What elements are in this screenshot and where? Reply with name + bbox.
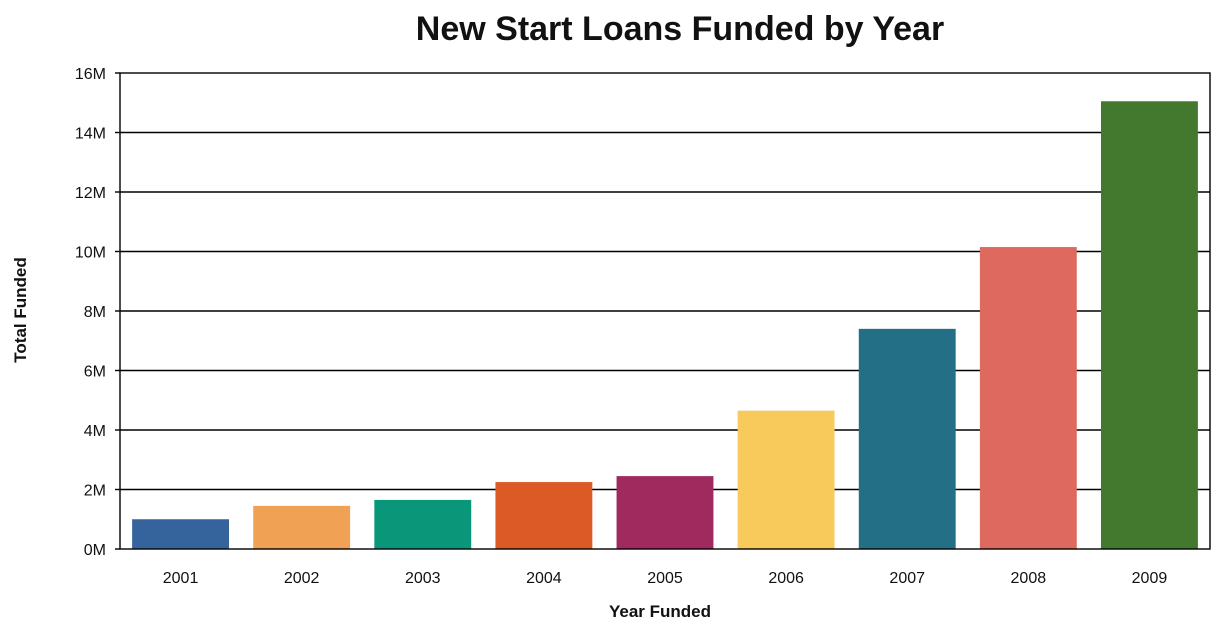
x-tick-label: 2009	[1132, 570, 1168, 587]
x-tick-label: 2001	[163, 570, 199, 587]
bar-2004	[495, 482, 593, 549]
y-tick-label: 0M	[84, 542, 106, 559]
y-axis-ticks: 0M 2M 4M 6M 8M 10M 12M 14M 16M	[75, 66, 120, 559]
x-tick-label: 2006	[768, 570, 804, 587]
y-tick-label: 12M	[75, 185, 106, 202]
y-tick-label: 8M	[84, 304, 106, 321]
bar-2001	[132, 519, 229, 549]
x-tick-label: 2003	[405, 570, 441, 587]
y-tick-label: 14M	[75, 126, 106, 143]
x-tick-label: 2004	[526, 570, 562, 587]
bar-2007	[858, 328, 956, 549]
bars	[132, 101, 1198, 549]
y-tick-label: 4M	[84, 423, 106, 440]
bar-2005	[616, 476, 714, 549]
y-tick-label: 16M	[75, 66, 106, 83]
bar-2009	[1101, 101, 1198, 549]
x-axis-title: Year Funded	[609, 602, 711, 621]
y-axis-title: Total Funded	[11, 257, 30, 362]
x-tick-label: 2008	[1011, 570, 1047, 587]
y-tick-label: 6M	[84, 364, 106, 381]
y-tick-label: 2M	[84, 483, 106, 500]
y-tick-label: 10M	[75, 245, 106, 262]
x-tick-label: 2002	[284, 570, 320, 587]
x-tick-label: 2005	[647, 570, 683, 587]
bar-2003	[374, 499, 472, 549]
bar-2008	[979, 247, 1077, 549]
bar-2002	[253, 505, 351, 549]
x-tick-label: 2007	[889, 570, 925, 587]
gridlines	[120, 131, 1210, 491]
bar-2006	[737, 410, 835, 549]
x-axis-ticks: 2001 2002 2003 2004 2005 2006 2007 2008 2009	[163, 570, 1168, 587]
chart-title: New Start Loans Funded by Year	[416, 10, 944, 48]
